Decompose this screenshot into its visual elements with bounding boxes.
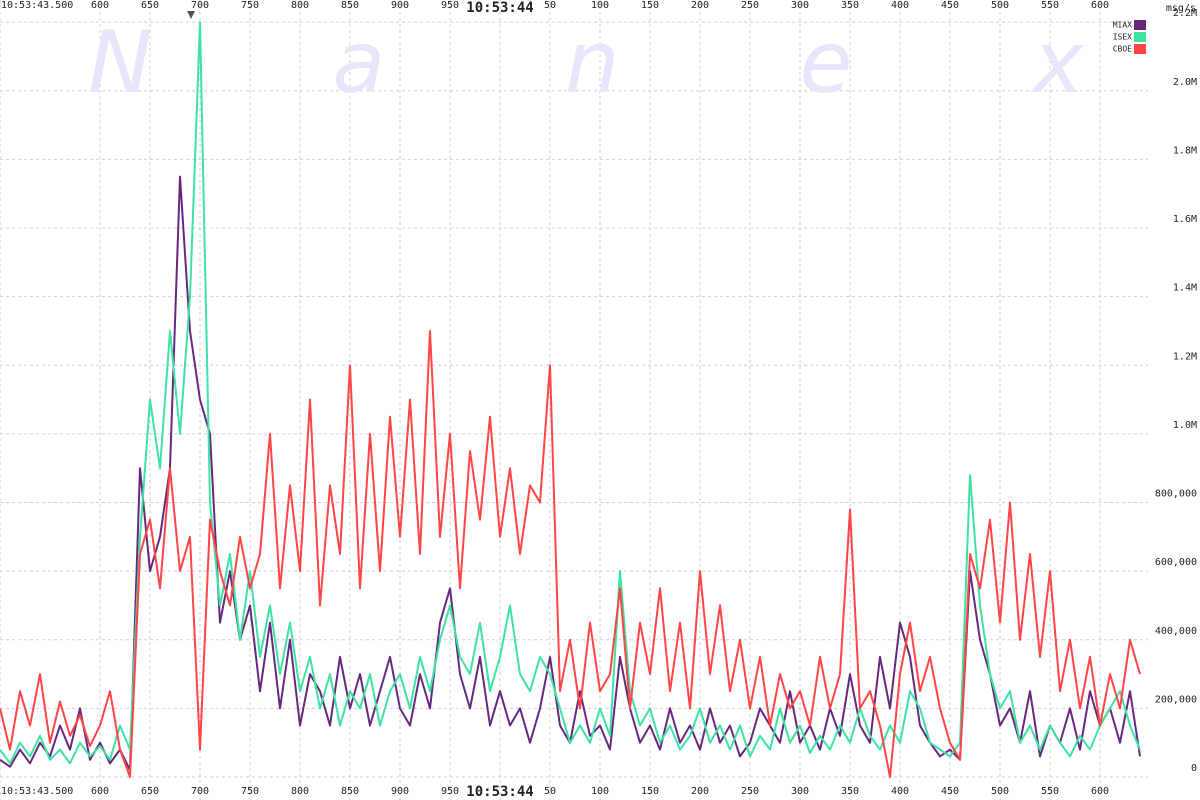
plot [0,21,1141,778]
y-tick-label: 200,000 [1155,694,1197,705]
x-tick-label: 900 [391,786,409,797]
legend-swatch [1134,32,1146,42]
x-tick-label: 450 [941,786,959,797]
x-tick-label: 50 [544,0,556,11]
x-tick-label: 400 [891,786,909,797]
y-tick-label: 2.0M [1173,77,1197,88]
y-axis-label: msg/s [1166,3,1196,14]
x-tick-label: 600 [91,786,109,797]
y-tick-label: 1.8M [1173,145,1197,156]
x-tick-label: 750 [241,0,259,11]
series-line [0,330,1141,778]
x-tick-label: 550 [1041,786,1059,797]
x-tick-label: 300 [791,0,809,11]
x-tick-label: 850 [341,786,359,797]
y-tick-label: 800,000 [1155,489,1197,500]
x-tick-label: 550 [1041,0,1059,11]
x-tick-label: 700 [191,786,209,797]
x-tick-label: 600 [91,0,109,11]
grid [0,0,1148,800]
x-tick-label: 200 [691,786,709,797]
x-tick-label: 150 [641,0,659,11]
x-tick-label: 800 [291,0,309,11]
legend-swatch [1134,44,1146,54]
x-tick-label: 700 [191,0,209,11]
y-tick-label: 2.2M [1173,8,1197,19]
x-tick-label: 10:53:43.500 [1,786,73,797]
x-tick-label: 10:53:44 [466,0,533,16]
x-tick-label: 600 [1091,786,1109,797]
x-tick-label: 950 [441,786,459,797]
x-tick-label: 650 [141,786,159,797]
x-tick-label: 600 [1091,0,1109,11]
x-tick-label: 500 [991,786,1009,797]
x-tick-label: 250 [741,786,759,797]
x-tick-label: 150 [641,786,659,797]
watermark: Nanex [88,13,1200,113]
x-tick-label: 10:53:44 [466,784,533,800]
y-tick-label: 1.4M [1173,283,1197,294]
x-tick-label: 800 [291,786,309,797]
y-tick-label: 1.2M [1173,351,1197,362]
x-tick-label: 100 [591,0,609,11]
y-tick-label: 0 [1191,763,1197,774]
x-tick-label: 500 [991,0,1009,11]
x-tick-label: 300 [791,786,809,797]
x-tick-label: 350 [841,786,859,797]
legend-swatch [1134,20,1146,30]
x-tick-label: 850 [341,0,359,11]
legend: MIAX ISEX CBOE [1113,20,1146,54]
x-tick-label: 450 [941,0,959,11]
x-tick-label: 900 [391,0,409,11]
series-line [0,21,1141,765]
x-tick-label: 650 [141,0,159,11]
x-tick-label: 250 [741,0,759,11]
x-tick-label: 950 [441,0,459,11]
legend-label: CBOE [1113,45,1132,54]
legend-label: MIAX [1113,21,1132,30]
x-tick-label: 50 [544,786,556,797]
x-tick-label: 100 [591,786,609,797]
legend-label: ISEX [1113,33,1132,42]
x-tick-label: 350 [841,0,859,11]
marker [187,11,195,19]
x-tick-label: 400 [891,0,909,11]
x-tick-label: 750 [241,786,259,797]
y-tick-label: 400,000 [1155,626,1197,637]
x-tick-label: 10:53:43.500 [1,0,73,11]
y-tick-label: 1.0M [1173,420,1197,431]
y-tick-label: 600,000 [1155,557,1197,568]
y-tick-label: 1.6M [1173,214,1197,225]
x-tick-label: 200 [691,0,709,11]
